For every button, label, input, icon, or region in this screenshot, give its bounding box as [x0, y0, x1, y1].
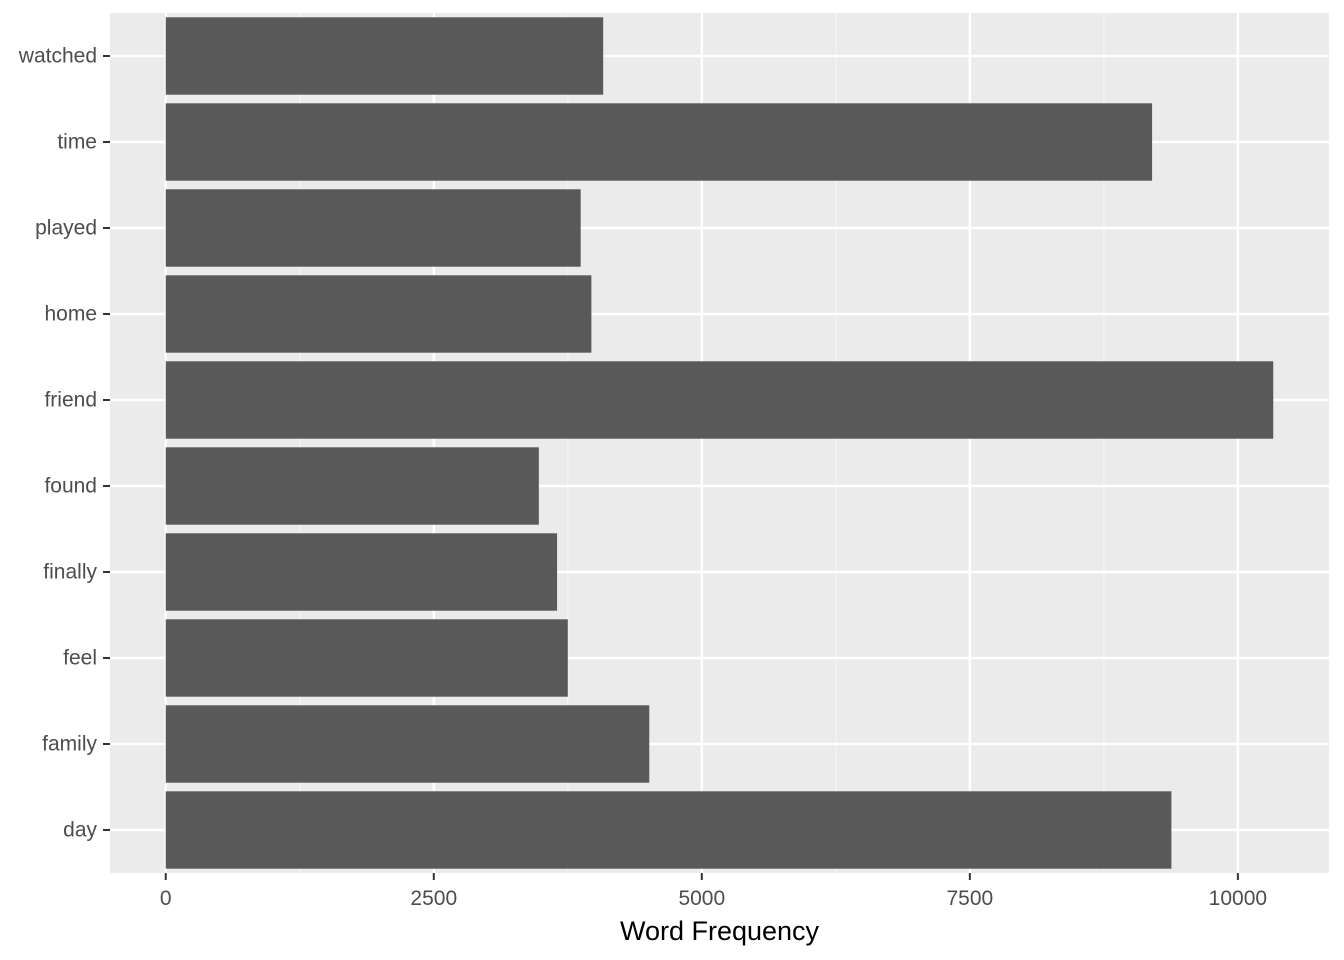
bar-day: [165, 791, 1172, 869]
y-tick-label-watched: watched: [18, 45, 97, 68]
y-tick-label-home: home: [44, 303, 97, 326]
y-tick-label-feel: feel: [63, 647, 97, 670]
y-tick-label-friend: friend: [44, 389, 97, 412]
bar-friend: [165, 361, 1274, 439]
bars: [165, 17, 1274, 869]
x-tick-label: 5000: [678, 887, 725, 910]
y-tick-label-time: time: [57, 131, 97, 154]
bar-feel: [165, 619, 568, 697]
bar-watched: [165, 17, 604, 95]
bar-found: [165, 447, 539, 525]
bar-home: [165, 275, 592, 353]
bar-played: [165, 189, 581, 267]
x-tick-label: 2500: [410, 887, 457, 910]
x-axis-title: Word Frequency: [620, 916, 820, 946]
y-tick-label-day: day: [63, 819, 97, 842]
bar-family: [165, 705, 650, 783]
y-tick-label-played: played: [35, 217, 97, 240]
x-tick-label: 0: [160, 887, 172, 910]
x-tick-label: 7500: [946, 887, 993, 910]
bar-time: [165, 103, 1153, 181]
y-tick-label-finally: finally: [43, 561, 97, 584]
bar-finally: [165, 533, 558, 611]
x-tick-label: 10000: [1209, 887, 1267, 910]
y-tick-label-family: family: [42, 733, 97, 756]
x-axis: 0 2500 5000 7500 10000: [160, 873, 1267, 910]
y-axis: day family feel finally found friend home playe…: [18, 45, 110, 842]
y-tick-label-found: found: [44, 475, 97, 498]
